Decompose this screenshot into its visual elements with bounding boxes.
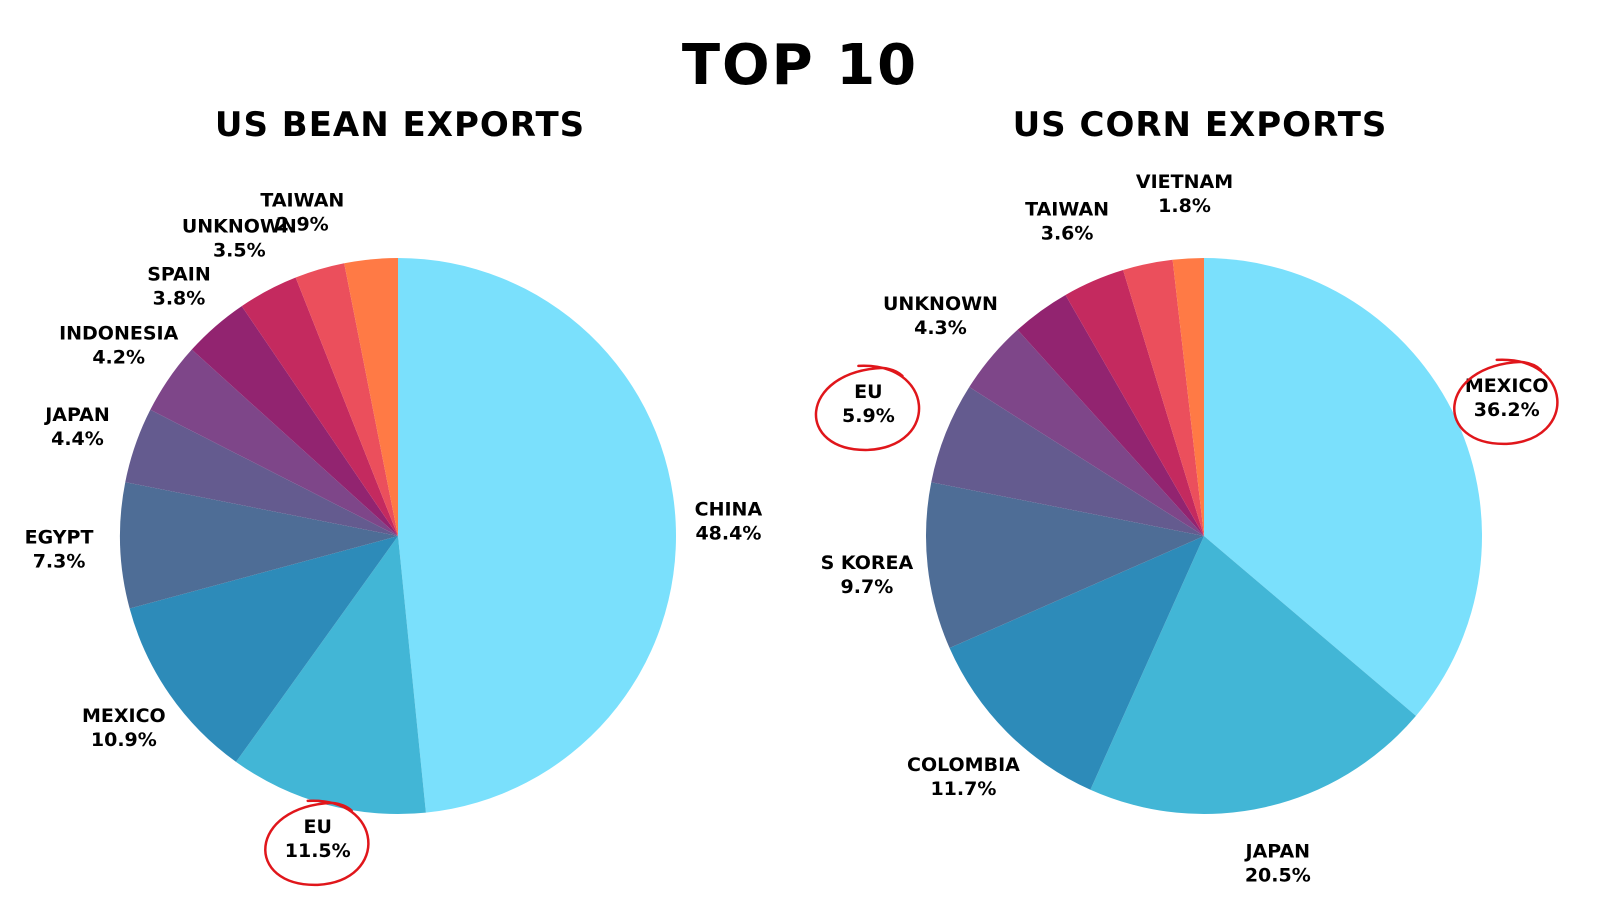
slice-value-japan: 4.4%: [51, 428, 104, 450]
pie-slice-vietnam: [1172, 258, 1204, 536]
slice-name-unknown: UNKNOWN: [182, 215, 297, 237]
slice-value-china: 48.4%: [695, 522, 761, 544]
slice-name-s-korea: S KOREA: [821, 552, 914, 574]
slice-value-mexico: 10.9%: [91, 729, 157, 751]
slice-value-unknown: 3.5%: [213, 239, 266, 261]
slice-name-unknown: UNKNOWN: [883, 293, 998, 315]
slice-value-s-korea: 9.7%: [841, 576, 894, 598]
pie-slice-eu: [931, 387, 1204, 536]
pie-slice-unknown: [241, 277, 398, 536]
slice-name-japan: JAPAN: [1244, 840, 1311, 862]
slice-name-colombia: COLOMBIA: [907, 754, 1020, 776]
pie-slice-s-korea: [925, 482, 1204, 649]
pie-slice-colombia: [949, 536, 1204, 790]
pie-slice-taiwan: [295, 263, 398, 536]
pie-slice-unlabeled-9: [344, 258, 398, 536]
slice-value-japan: 20.5%: [1245, 864, 1311, 886]
slice-value-taiwan: 3.6%: [1041, 223, 1094, 245]
slice-name-eu: EU: [854, 381, 882, 403]
slice-name-japan: JAPAN: [43, 404, 110, 426]
slice-name-egypt: EGYPT: [25, 527, 94, 549]
pie-slice-taiwan: [1065, 270, 1204, 536]
pie-slice-spain: [191, 306, 398, 536]
highlight-circle-eu: [264, 799, 370, 887]
pie-slice-mexico: [1204, 258, 1482, 716]
slice-name-china: CHINA: [695, 498, 763, 520]
slice-value-egypt: 7.3%: [33, 551, 86, 573]
slice-value-indonesia: 4.2%: [92, 347, 145, 369]
slice-name-taiwan: TAIWAN: [260, 190, 344, 212]
slice-value-colombia: 11.7%: [930, 778, 996, 800]
slice-name-eu: EU: [304, 816, 332, 838]
slice-name-spain: SPAIN: [147, 263, 211, 285]
slice-value-spain: 3.8%: [153, 287, 206, 309]
slice-value-eu: 5.9%: [842, 405, 895, 427]
pie-slice-eu: [236, 536, 426, 814]
slice-name-vietnam: VIETNAM: [1136, 171, 1233, 193]
pie-slice-japan: [1090, 536, 1416, 814]
highlight-circle-eu: [814, 364, 921, 452]
pie-slice-unlabeled-6: [1017, 294, 1204, 536]
slice-value-vietnam: 1.8%: [1158, 195, 1211, 217]
slice-name-indonesia: INDONESIA: [59, 323, 179, 345]
pie-slice-egypt: [119, 482, 398, 609]
slice-name-mexico: MEXICO: [82, 705, 166, 727]
slice-value-unknown: 4.3%: [914, 317, 967, 339]
pie-slice-japan: [125, 409, 398, 536]
pie-slice-unknown: [969, 329, 1204, 536]
highlight-circle-mexico: [1453, 358, 1559, 446]
pie-slice-china: [398, 258, 677, 813]
slice-name-taiwan: TAIWAN: [1025, 199, 1109, 221]
slice-value-mexico: 36.2%: [1474, 399, 1540, 421]
corn-chart-title: US CORN EXPORTS: [1012, 105, 1388, 145]
pie-slice-indonesia: [150, 349, 398, 536]
slice-name-mexico: MEXICO: [1465, 375, 1549, 397]
bean-chart-title: US BEAN EXPORTS: [214, 105, 586, 145]
slice-value-eu: 11.5%: [285, 840, 351, 862]
pie-slice-mexico: [129, 536, 398, 762]
slice-value-taiwan: 2.9%: [276, 214, 329, 236]
pie-slice-unlabeled-8: [1123, 259, 1204, 536]
main-title: TOP 10: [681, 33, 919, 98]
